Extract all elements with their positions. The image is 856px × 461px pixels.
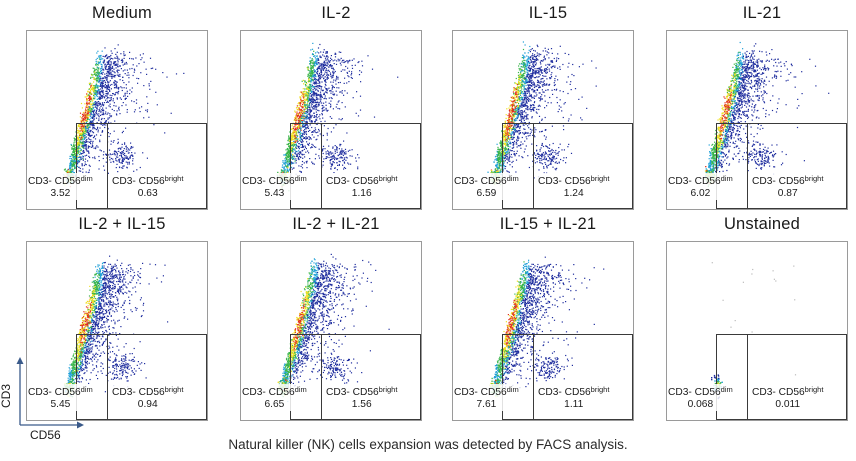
scatter-points (276, 42, 399, 192)
gate-value-bright: 0.94 (137, 399, 158, 410)
gate-label-dim-text: CD3- CD56dim (242, 174, 307, 187)
gate-cd56-bright (747, 334, 847, 420)
axes-indicator: CD3 CD56 (0, 355, 86, 442)
gate-label-dim: CD3- CD56dim 6.02 (667, 173, 734, 200)
gate-value-dim: 5.45 (50, 399, 71, 410)
gate-label-bright: CD3- CD56bright 0.011 (751, 384, 825, 411)
facs-panel: IL-2 + IL-15 CD3- CD56dim 5.45 CD3- CD56bri… (22, 215, 222, 425)
gate-label-bright-text: CD3- CD56bright (112, 174, 184, 187)
gate-label-bright-text: CD3- CD56bright (326, 174, 398, 187)
panel-title: IL-2 + IL-15 (78, 215, 166, 233)
facs-panel: IL-15 + IL-21 CD3- CD56dim 7.61 CD3- CD56br… (448, 215, 648, 425)
gate-label-bright: CD3- CD56bright 1.56 (325, 384, 399, 411)
gate-label-bright-text: CD3- CD56bright (538, 174, 610, 187)
facs-panel: Unstained CD3- CD56dim 0.068 CD3- CD56brigh… (662, 215, 856, 425)
scatter-plot-frame: CD3- CD56dim 5.45 CD3- CD56bright 0.94 (26, 241, 208, 421)
gate-value-dim: 5.43 (264, 188, 285, 199)
scatter-points (62, 44, 185, 188)
gate-cd56-bright (107, 123, 207, 209)
gate-label-bright: CD3- CD56bright 1.11 (537, 384, 611, 411)
gate-value-bright: 1.56 (351, 399, 372, 410)
facs-panel: IL-2 CD3- CD56dim 5.43 CD3- CD56bright 1.16 (236, 4, 436, 214)
gate-label-dim: CD3- CD56dim 5.43 (241, 173, 308, 200)
gate-cd56-bright (747, 123, 847, 209)
panel-title: IL-15 (528, 4, 568, 22)
gate-label-bright: CD3- CD56bright 0.94 (111, 384, 185, 411)
scatter-points (489, 256, 605, 398)
gate-label-bright: CD3- CD56bright 0.87 (751, 173, 825, 200)
gate-label-bright-text: CD3- CD56bright (538, 385, 610, 398)
scatter-points (62, 255, 169, 398)
gate-label-dim-text: CD3- CD56dim (242, 385, 307, 398)
gate-value-dim: 3.52 (50, 188, 71, 199)
gate-value-dim: 6.65 (264, 399, 285, 410)
scatter-points (277, 253, 390, 403)
gate-cd56-bright (321, 334, 421, 420)
gate-value-dim: 7.61 (476, 399, 497, 410)
gate-cd56-bright (533, 334, 633, 420)
facs-panel: IL-21 CD3- CD56dim 6.02 CD3- CD56bright 0.87 (662, 4, 856, 214)
gate-label-bright-text: CD3- CD56bright (112, 385, 184, 398)
panel-title: IL-2 (321, 4, 351, 22)
panel-title: IL-21 (742, 4, 782, 22)
gate-label-bright: CD3- CD56bright 1.16 (325, 173, 399, 200)
figure-caption: Natural killer (NK) cells expansion was … (228, 437, 628, 452)
facs-panel: IL-15 CD3- CD56dim 6.59 CD3- CD56bright 1.24 (448, 4, 648, 214)
gate-label-dim-text: CD3- CD56dim (28, 385, 93, 398)
scatter-plot-frame: CD3- CD56dim 7.61 CD3- CD56bright 1.11 (452, 241, 634, 421)
gate-label-bright-text: CD3- CD56bright (752, 174, 824, 187)
gate-label-dim-text: CD3- CD56dim (668, 385, 733, 398)
gate-value-dim: 0.068 (687, 399, 714, 410)
scatter-plot-frame: CD3- CD56dim 6.65 CD3- CD56bright 1.56 (240, 241, 422, 421)
gate-label-bright: CD3- CD56bright 0.63 (111, 173, 185, 200)
panel-title: IL-15 + IL-21 (499, 215, 597, 233)
gate-label-bright-text: CD3- CD56bright (752, 385, 824, 398)
gate-value-bright: 1.24 (563, 188, 584, 199)
facs-panel: Medium CD3- CD56dim 3.52 CD3- CD56bright 0.6… (22, 4, 222, 214)
panel-title: Medium (92, 4, 152, 22)
gate-value-bright: 0.87 (777, 188, 798, 199)
gate-label-dim: CD3- CD56dim 0.068 (667, 384, 734, 411)
gate-cd56-bright (107, 334, 207, 420)
facs-panel: IL-2 + IL-21 CD3- CD56dim 6.65 CD3- CD56bri… (236, 215, 436, 425)
panel-title: IL-2 + IL-21 (292, 215, 380, 233)
gate-label-dim: CD3- CD56dim 5.45 (27, 384, 94, 411)
scatter-plot-frame: CD3- CD56dim 6.02 CD3- CD56bright 0.87 (666, 30, 848, 210)
axes-arrows (16, 357, 84, 429)
scatter-plot-frame: CD3- CD56dim 6.59 CD3- CD56bright 1.24 (452, 30, 634, 210)
gate-cd56-bright (533, 123, 633, 209)
gate-value-bright: 1.16 (351, 188, 372, 199)
gate-value-bright: 0.011 (775, 399, 801, 410)
gate-label-dim-text: CD3- CD56dim (454, 385, 519, 398)
x-axis-label: CD56 (30, 428, 61, 442)
scatter-plot-frame: CD3- CD56dim 0.068 CD3- CD56bright 0.011 (666, 241, 848, 421)
gate-value-dim: 6.02 (690, 188, 711, 199)
gate-label-dim: CD3- CD56dim 6.65 (241, 384, 308, 411)
gate-label-dim-text: CD3- CD56dim (668, 174, 733, 187)
gate-cd56-bright (321, 123, 421, 209)
scatter-plot-frame: CD3- CD56dim 3.52 CD3- CD56bright 0.63 (26, 30, 208, 210)
gate-value-dim: 6.59 (476, 188, 497, 199)
gate-label-bright-text: CD3- CD56bright (326, 385, 398, 398)
gate-label-dim-text: CD3- CD56dim (454, 174, 519, 187)
gate-label-bright: CD3- CD56bright 1.24 (537, 173, 611, 200)
panel-title: Unstained (723, 215, 801, 233)
scatter-plot-frame: CD3- CD56dim 5.43 CD3- CD56bright 1.16 (240, 30, 422, 210)
gate-value-bright: 0.63 (137, 188, 158, 199)
gate-label-dim: CD3- CD56dim 6.59 (453, 173, 520, 200)
gate-label-dim: CD3- CD56dim 7.61 (453, 384, 520, 411)
gate-label-dim: CD3- CD56dim 3.52 (27, 173, 94, 200)
gate-label-dim-text: CD3- CD56dim (28, 174, 93, 187)
gate-value-bright: 1.11 (564, 399, 584, 410)
y-axis-label: CD3 (0, 383, 14, 409)
